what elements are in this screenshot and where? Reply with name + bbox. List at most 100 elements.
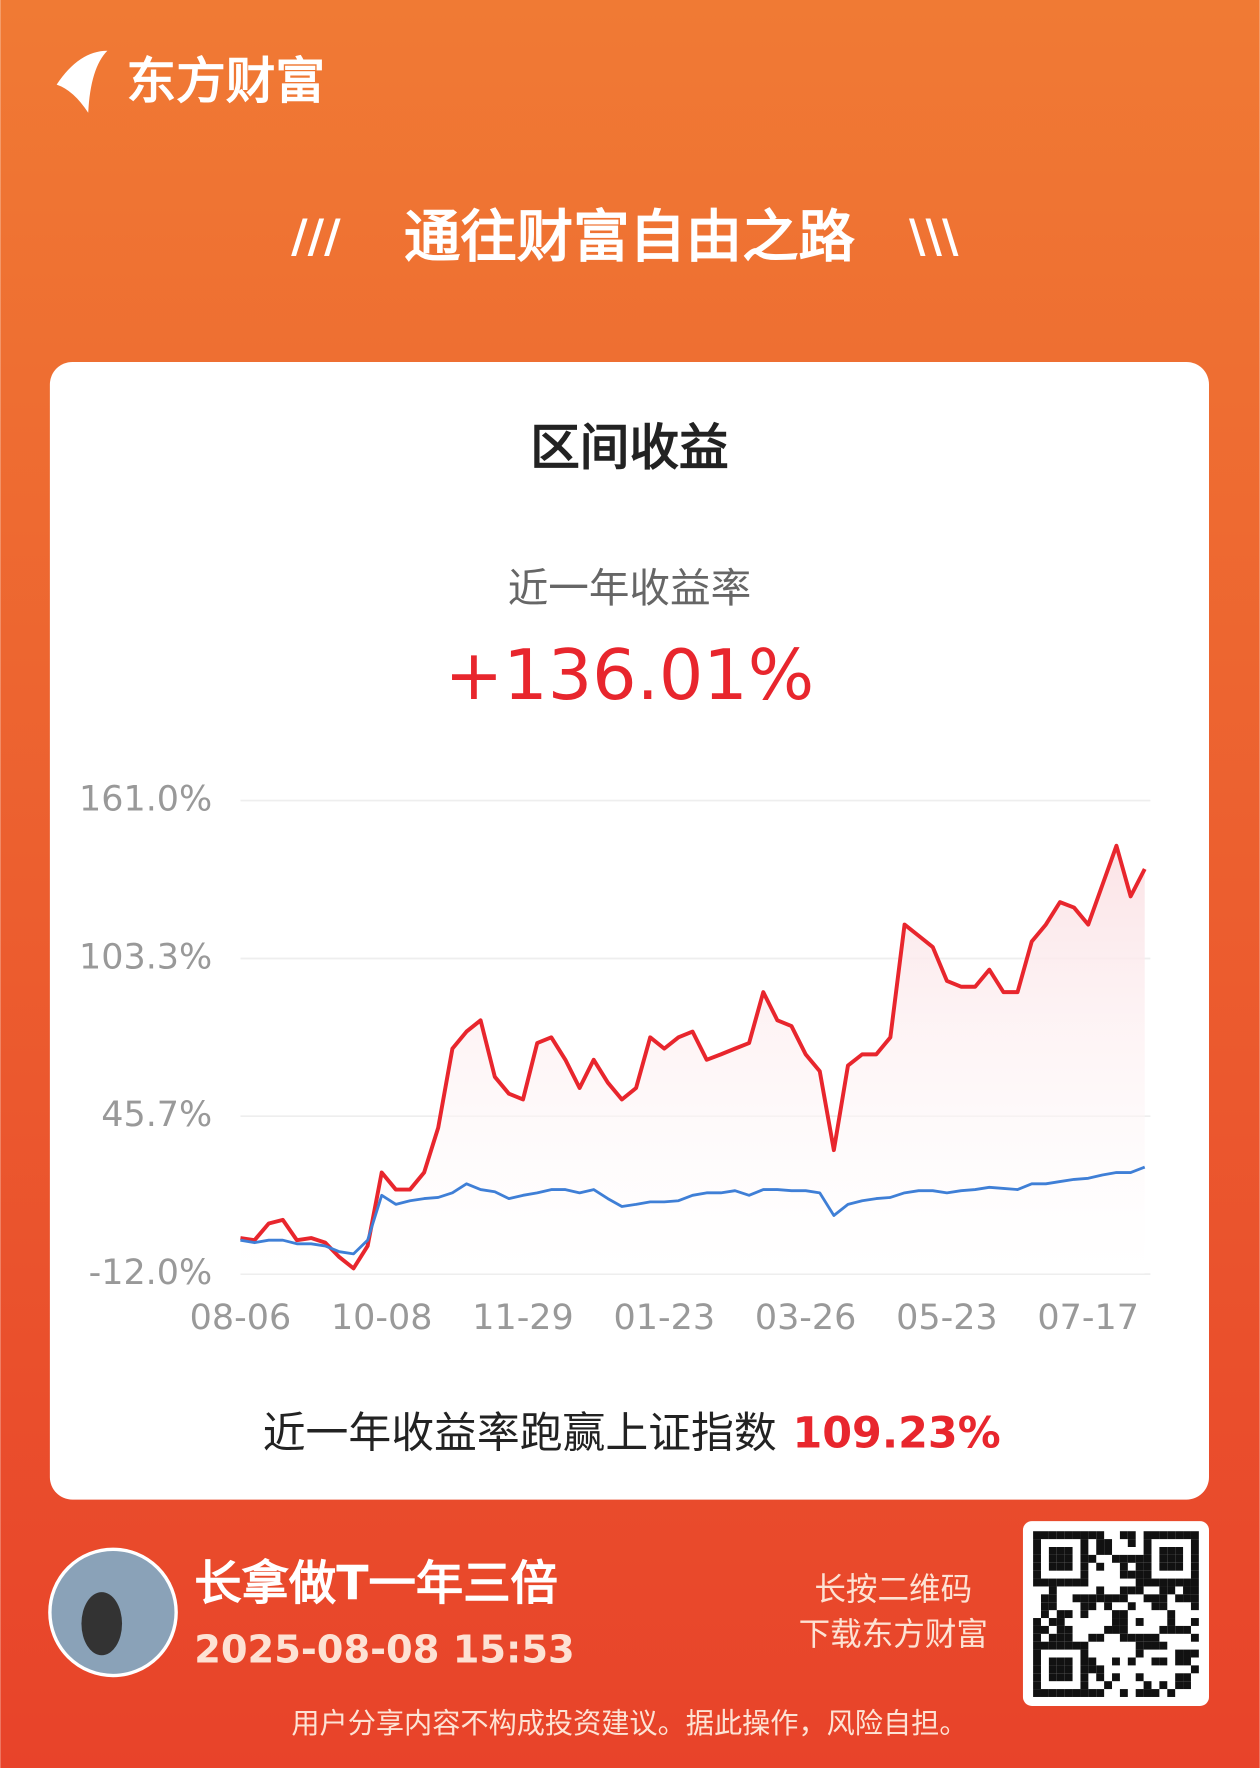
qr-module	[1048, 1562, 1057, 1571]
qr-module	[1190, 1578, 1199, 1587]
disclaimer: 用户分享内容不构成投资建议。据此操作，风险自担。	[291, 1707, 967, 1740]
qr-module	[1183, 1657, 1191, 1666]
qr-module	[1096, 1673, 1105, 1682]
qr-module	[1135, 1649, 1144, 1658]
qr-module	[1033, 1539, 1041, 1547]
qr-module	[1040, 1531, 1049, 1540]
qr-module	[1096, 1633, 1105, 1642]
qr-module	[1143, 1531, 1152, 1540]
qr-module	[1135, 1578, 1144, 1587]
qr-module	[1190, 1602, 1199, 1611]
qr-module	[1033, 1570, 1041, 1579]
qr-module	[1119, 1618, 1128, 1626]
x-tick-label: 01-23	[614, 1298, 716, 1338]
compare-row: 近一年收益率跑赢上证指数 109.23%	[263, 1408, 1001, 1458]
qr-module	[1048, 1547, 1057, 1555]
qr-module	[1056, 1633, 1065, 1642]
qr-module	[1064, 1562, 1073, 1571]
qr-module	[1064, 1547, 1073, 1555]
qr-module	[1040, 1689, 1049, 1697]
area-fill	[240, 845, 1145, 1275]
qr-module	[1190, 1539, 1199, 1547]
qr-module	[1112, 1673, 1120, 1682]
x-tick-label: 10-08	[331, 1298, 433, 1338]
qr-module	[1190, 1665, 1199, 1674]
qr-module	[1190, 1570, 1199, 1579]
qr-module	[1183, 1649, 1191, 1658]
qr-module	[1151, 1641, 1160, 1650]
qr-module	[1175, 1657, 1184, 1666]
qr-module	[1096, 1586, 1105, 1595]
qr-module	[1080, 1610, 1089, 1619]
x-tick-label: 11-29	[472, 1298, 574, 1338]
qr-module	[1056, 1562, 1065, 1571]
qr-module	[1119, 1689, 1128, 1697]
qr-module	[1040, 1625, 1049, 1634]
qr-module	[1033, 1578, 1041, 1587]
qr-module	[1080, 1665, 1089, 1674]
qr-module	[1080, 1594, 1089, 1603]
qr-module	[1143, 1641, 1152, 1650]
qr-module	[1175, 1649, 1184, 1658]
qr-module	[1167, 1689, 1176, 1697]
qr-module	[1048, 1554, 1057, 1563]
qr-module	[1088, 1594, 1097, 1603]
chart: -12.0% 45.7% 103.3% 161.0% 08-06 10-08 11-29 01…	[79, 780, 1151, 1338]
qr-module	[1119, 1610, 1128, 1619]
qr-module	[1072, 1531, 1081, 1540]
qr-module	[1048, 1673, 1057, 1682]
qr-module	[1056, 1531, 1065, 1540]
x-tick-label: 03-26	[755, 1298, 857, 1338]
qr-module	[1080, 1547, 1089, 1555]
qr-module	[1033, 1554, 1041, 1563]
qr-module	[1167, 1586, 1176, 1595]
slogan: 通往财富自由之路	[404, 205, 856, 270]
qr-module	[1151, 1531, 1160, 1540]
qr-module	[1064, 1689, 1073, 1697]
qr-module	[1056, 1625, 1065, 1634]
qr-module	[1072, 1641, 1081, 1650]
qr-module	[1167, 1562, 1176, 1571]
qr-module	[1143, 1562, 1152, 1571]
qr-module	[1112, 1610, 1120, 1619]
qr-module	[1064, 1641, 1073, 1650]
qr-module	[1127, 1570, 1136, 1579]
qr-module	[1033, 1665, 1041, 1674]
qr-module	[1056, 1554, 1065, 1563]
qr-module	[1112, 1657, 1120, 1666]
qr-module	[1033, 1649, 1041, 1658]
qr-module	[1151, 1633, 1160, 1642]
qr-module	[1056, 1689, 1065, 1697]
qr-module	[1167, 1531, 1176, 1540]
qr-module	[1119, 1554, 1128, 1563]
x-tick-label: 08-06	[190, 1298, 292, 1338]
qr-module	[1143, 1578, 1152, 1587]
qr-module	[1167, 1625, 1176, 1634]
qr-module	[1159, 1594, 1168, 1603]
qr-module	[1064, 1531, 1073, 1540]
qr-module	[1096, 1547, 1105, 1555]
qr-module	[1033, 1673, 1041, 1682]
qr-module	[1056, 1610, 1065, 1619]
qr-module	[1159, 1578, 1168, 1587]
user-name: 长拿做T一年三倍	[194, 1556, 558, 1611]
qr-module	[1080, 1531, 1089, 1540]
qr-module	[1190, 1649, 1199, 1658]
qr-module	[1088, 1633, 1097, 1642]
compare-label: 近一年收益率跑赢上证指数	[263, 1408, 777, 1458]
qr-module	[1175, 1594, 1184, 1603]
qr-module	[1080, 1649, 1089, 1658]
qr-module	[1135, 1689, 1144, 1697]
qr-module	[1056, 1673, 1065, 1682]
qr-module	[1183, 1681, 1191, 1690]
qr-module	[1112, 1554, 1120, 1563]
qr-module	[1151, 1578, 1160, 1587]
qr-module	[1040, 1641, 1049, 1650]
qr-module	[1159, 1625, 1168, 1634]
qr-module	[1190, 1586, 1199, 1595]
qr-module	[1104, 1625, 1113, 1634]
card-title: 区间收益	[530, 419, 728, 477]
qr-module	[1167, 1610, 1176, 1619]
qr-module	[1127, 1657, 1136, 1666]
qr-module	[1190, 1547, 1199, 1555]
